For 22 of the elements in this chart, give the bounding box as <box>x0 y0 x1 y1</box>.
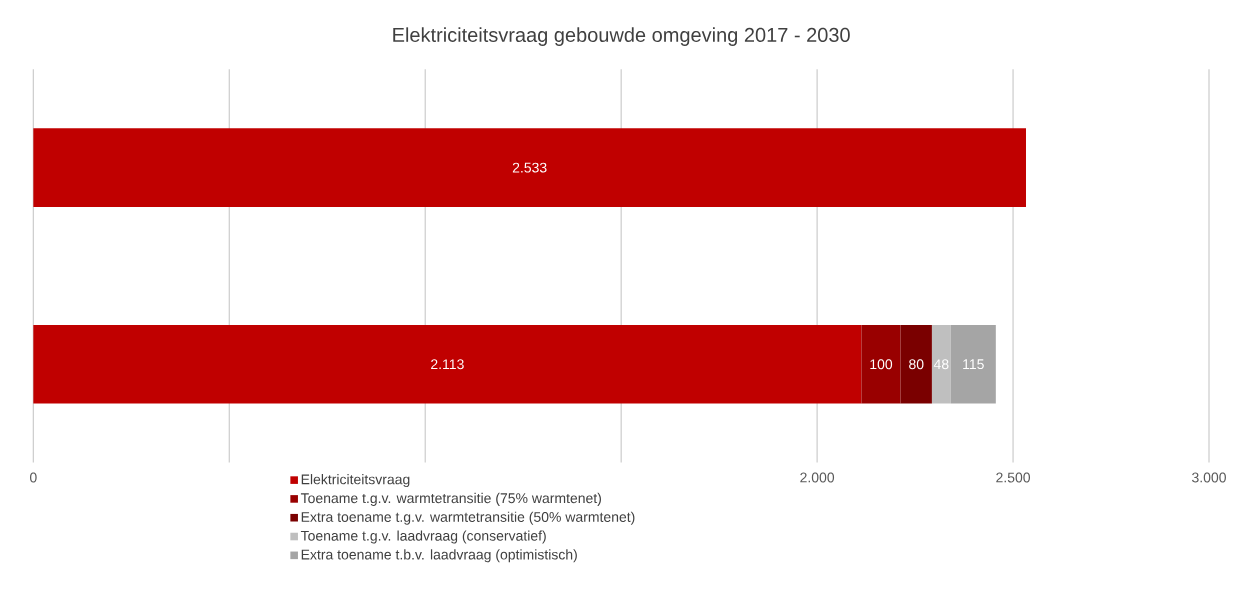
data-label: 2.113 <box>431 359 464 370</box>
legend-label: Extra toename t.g.v. warmtetransitie (50% warmtenet) <box>301 511 635 525</box>
bar <box>33 324 862 404</box>
bar <box>950 324 996 404</box>
bar <box>931 324 951 404</box>
data-label: 48 <box>933 359 949 370</box>
legend-label: Elektriciteitsvraag <box>301 474 410 488</box>
data-label: 80 <box>909 359 924 370</box>
data-label: 115 <box>963 359 984 370</box>
x-tick-label: 2.000 <box>800 472 835 483</box>
legend-label: Toename t.g.v. laadvraag (conservatief) <box>300 530 546 544</box>
legend-label: Extra toename t.b.v. laadvraag (optimistisch) <box>301 549 577 563</box>
bar <box>33 128 1026 208</box>
chart-title: Elektriciteitsvraag gebouwde omgeving 2017 - 2030 <box>393 27 850 47</box>
bar <box>861 324 901 404</box>
data-label: 2.533 <box>512 162 547 173</box>
data-label: 100 <box>870 359 893 370</box>
x-tick-label: 0 <box>29 472 37 483</box>
bar <box>900 324 932 404</box>
x-tick-label: 2.500 <box>996 472 1031 483</box>
x-tick-label: 3.000 <box>1192 472 1226 483</box>
legend-label: Toename t.g.v. warmtetransitie (75% warmtenet) <box>300 492 601 506</box>
